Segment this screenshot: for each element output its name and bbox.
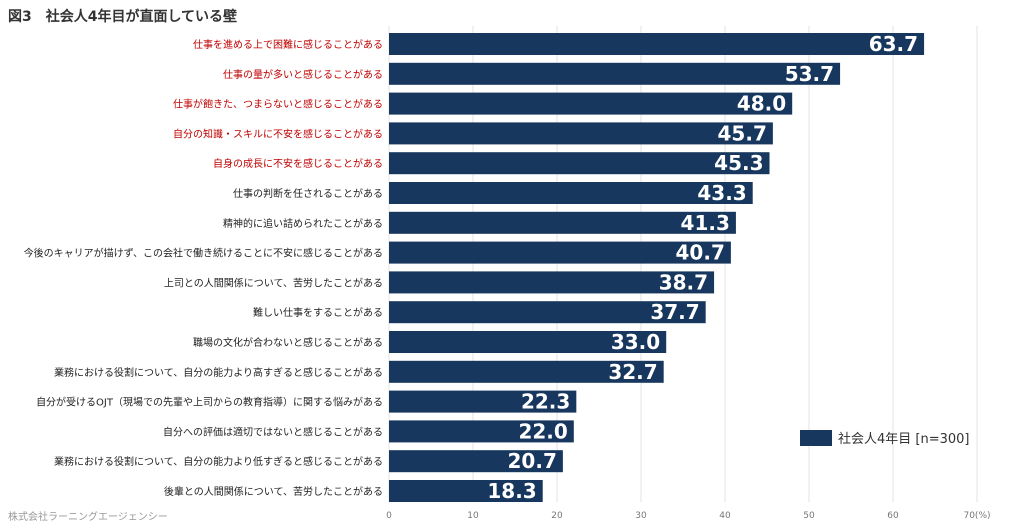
bar [389, 271, 715, 294]
category-label: 自分が受けるOJT（現場での先輩や上司からの教育指導）に関する悩みがある [36, 396, 383, 409]
bars: 63.7 53.7 48.0 45.7 45.3 43.3 41.3 40.7 38.7 37.7… [389, 32, 925, 503]
bar [389, 480, 543, 502]
category-label: 業務における役割について、自分の能力より高すぎると感じることがある [54, 366, 383, 379]
bar [389, 62, 841, 85]
bar [389, 331, 667, 353]
bar-value-label: 22.3 [521, 390, 570, 414]
bar-value-label: 38.7 [659, 270, 708, 294]
bar [389, 301, 706, 324]
category-label: 今後のキャリアが描けず、この会社で働き続けることに不安に感じることがある [24, 247, 383, 260]
x-tick-label: 30 [635, 511, 647, 521]
chart-title: 図3 社会人4年目が直面している壁 [8, 9, 238, 25]
bar-value-label: 33.0 [611, 330, 660, 354]
bar [389, 122, 773, 145]
x-tick-label: 10 [467, 511, 479, 521]
bar-value-label: 32.7 [608, 360, 657, 384]
category-label: 仕事が飽きた、つまらないと感じることがある [173, 98, 383, 111]
bar-value-label: 48.0 [737, 92, 786, 116]
x-axis-ticks: 0 10 20 30 40 50 60 70(%) [386, 511, 990, 521]
category-labels: 仕事を進める上で困難に感じることがある仕事の量が多いと感じることがある仕事が飽き… [24, 38, 383, 498]
category-label: 上司との人間関係について、苦労したことがある [164, 276, 383, 289]
category-label: 職場の文化が合わないと感じることがある [193, 336, 383, 349]
category-label: 自身の成長に不安を感じることがある [213, 157, 383, 170]
bar-value-label: 43.3 [697, 181, 746, 205]
category-label: 精神的に追い詰められたことがある [223, 217, 383, 230]
bar-value-label: 63.7 [869, 32, 918, 56]
bar-value-label: 18.3 [487, 479, 536, 503]
x-tick-label: 20 [551, 511, 563, 521]
source-credit: 株式会社ラーニングエージェンシー [8, 512, 168, 523]
category-label: 自分の知識・スキルに不安を感じることがある [173, 127, 383, 140]
bar [389, 450, 563, 473]
bar-value-label: 45.7 [718, 121, 767, 145]
bar [389, 211, 736, 234]
category-label: 自分への評価は適切ではないと感じることがある [163, 425, 383, 438]
bar-value-label: 53.7 [785, 62, 834, 86]
category-label: 仕事を進める上で困難に感じることがある [193, 38, 383, 51]
x-tick-label: 70(%) [963, 511, 990, 521]
bar-value-label: 45.3 [714, 151, 763, 175]
bar [389, 152, 770, 175]
legend: 社会人4年目 [n=300] [800, 428, 970, 447]
x-tick-label: 0 [386, 511, 392, 521]
bar [389, 241, 731, 264]
bar-value-label: 41.3 [681, 211, 730, 235]
bar-value-label: 22.0 [518, 419, 567, 443]
category-label: 業務における役割について、自分の能力より低すぎると感じることがある [54, 455, 383, 468]
bar-value-label: 37.7 [650, 300, 699, 324]
x-tick-label: 40 [719, 511, 731, 521]
bar [389, 92, 793, 115]
category-label: 仕事の判断を任されることがある [233, 187, 383, 200]
bar-value-label: 20.7 [508, 449, 557, 473]
bar [389, 360, 664, 383]
x-tick-label: 50 [803, 511, 815, 521]
category-label: 後輩との人間関係について、苦労したことがある [164, 485, 383, 498]
bar [389, 182, 753, 204]
category-label: 仕事の量が多いと感じることがある [223, 68, 383, 81]
x-tick-label: 60 [887, 511, 899, 521]
bar-value-label: 40.7 [676, 241, 725, 265]
legend-swatch [800, 429, 832, 446]
category-label: 難しい仕事をすることがある [253, 306, 383, 319]
bar [389, 33, 925, 55]
legend-label: 社会人4年目 [n=300] [838, 432, 970, 447]
bar [389, 390, 577, 413]
bar [389, 420, 574, 443]
